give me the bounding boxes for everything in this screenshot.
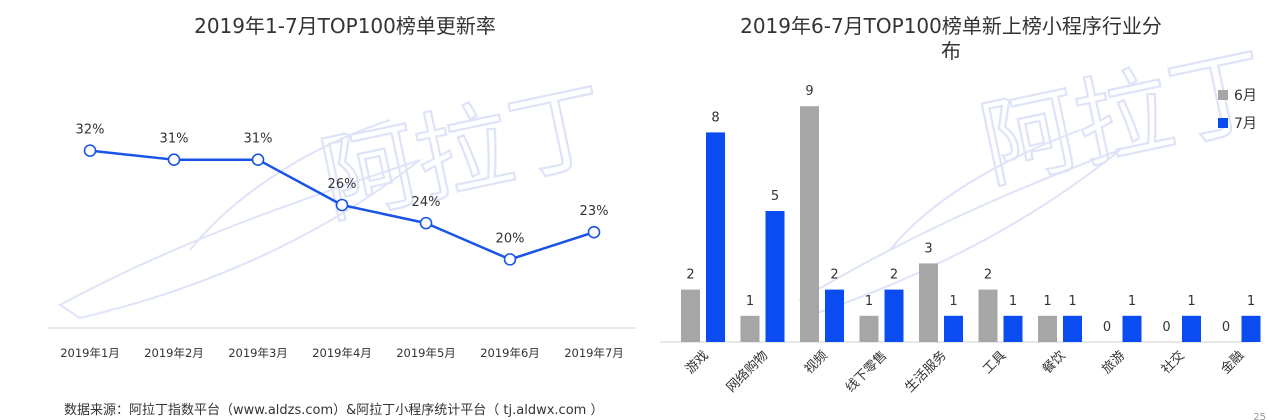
legend-swatch-6 bbox=[1218, 90, 1228, 100]
bar-7 bbox=[1241, 315, 1261, 342]
bar-7 bbox=[1063, 315, 1082, 342]
line-chart: 2019年1-7月TOP100榜单更新率 2019年1月 2019年2月 2019年… bbox=[48, 14, 636, 360]
bar-data-label: 1 bbox=[1009, 294, 1017, 309]
bar-data-label: 3 bbox=[924, 241, 932, 256]
bar-data-label: 2 bbox=[686, 268, 694, 283]
line-x-tick-label: 2019年6月 bbox=[480, 346, 540, 360]
bar-chart-title-line2: 布 bbox=[941, 39, 961, 63]
bar-7 bbox=[944, 315, 963, 342]
line-data-label: 24% bbox=[412, 195, 441, 210]
bar-7 bbox=[1182, 315, 1201, 342]
bar-6 bbox=[800, 106, 819, 342]
bar-chart-title-line1: 2019年6-7月TOP100榜单新上榜小程序行业分 bbox=[740, 14, 1162, 38]
line-point bbox=[419, 216, 433, 230]
bar-data-label: 1 bbox=[1043, 294, 1051, 309]
line-point bbox=[335, 198, 349, 212]
line-data-label: 31% bbox=[244, 132, 273, 147]
bar-category-label: 金融 bbox=[1218, 348, 1248, 378]
line-x-tick-label: 2019年3月 bbox=[228, 346, 288, 360]
bar-data-label: 0 bbox=[1222, 320, 1230, 335]
legend-swatch-7 bbox=[1218, 118, 1228, 128]
bar-7 bbox=[825, 289, 844, 342]
bar-data-label: 2 bbox=[830, 268, 838, 283]
bar-6 bbox=[919, 263, 938, 342]
line-data-label: 23% bbox=[580, 204, 609, 219]
line-point bbox=[251, 153, 265, 166]
legend-label-6: 6月 bbox=[1234, 88, 1257, 104]
bar-7 bbox=[765, 211, 785, 342]
line-chart-title: 2019年1-7月TOP100榜单更新率 bbox=[194, 14, 496, 38]
page-number: 25 bbox=[1253, 412, 1266, 420]
bar-6 bbox=[1038, 315, 1057, 342]
line-data-label: 20% bbox=[496, 231, 525, 246]
bar-data-label: 2 bbox=[984, 268, 992, 283]
bar-category-label: 视频 bbox=[802, 348, 831, 377]
line-data-label: 32% bbox=[76, 123, 105, 138]
line-x-tick-label: 2019年7月 bbox=[564, 346, 624, 360]
line-point bbox=[503, 253, 517, 266]
bar-6 bbox=[978, 289, 998, 342]
line-point bbox=[83, 144, 97, 157]
line-x-tick-label: 2019年5月 bbox=[396, 346, 456, 360]
bar-category-label: 工具 bbox=[980, 348, 1009, 377]
bar-category-label: 线下零售 bbox=[842, 348, 890, 396]
bar-data-label: 0 bbox=[1103, 320, 1111, 335]
line-point bbox=[167, 153, 181, 166]
bar-7 bbox=[706, 132, 725, 342]
bar-data-label: 1 bbox=[1068, 294, 1076, 309]
bar-category-label: 网络购物 bbox=[723, 348, 771, 396]
bar-6 bbox=[681, 289, 700, 342]
bar-data-label: 1 bbox=[746, 294, 754, 309]
svg-text:阿拉丁: 阿拉丁 bbox=[311, 68, 616, 237]
line-point bbox=[587, 225, 601, 239]
bar-data-label: 1 bbox=[865, 294, 873, 309]
bar-data-label: 9 bbox=[805, 84, 813, 99]
bar-data-label: 1 bbox=[1247, 294, 1255, 309]
bar-7 bbox=[884, 289, 904, 342]
line-x-tick-label: 2019年2月 bbox=[144, 346, 204, 360]
line-data-label: 31% bbox=[160, 132, 189, 147]
bar-data-label: 1 bbox=[1128, 294, 1136, 309]
bar-category-label: 游戏 bbox=[683, 348, 712, 377]
bar-data-label: 2 bbox=[890, 268, 898, 283]
legend-label-7: 7月 bbox=[1234, 116, 1257, 132]
bar-7 bbox=[1003, 315, 1023, 342]
bar-category-label: 旅游 bbox=[1099, 348, 1128, 377]
bar-6 bbox=[740, 315, 760, 342]
data-source-note: 数据来源：阿拉丁指数平台（www.aldzs.com）&阿拉丁小程序统计平台（ … bbox=[64, 403, 604, 418]
bar-data-label: 0 bbox=[1162, 320, 1170, 335]
line-data-label: 26% bbox=[328, 177, 357, 192]
bar-chart-legend: 6月 7月 bbox=[1218, 88, 1257, 132]
bar-6 bbox=[859, 315, 879, 342]
bar-category-label: 生活服务 bbox=[902, 348, 950, 396]
svg-text:阿拉丁: 阿拉丁 bbox=[971, 33, 1268, 202]
bar-data-label: 8 bbox=[711, 110, 719, 125]
line-x-tick-label: 2019年1月 bbox=[60, 346, 120, 360]
bar-data-label: 1 bbox=[1187, 294, 1195, 309]
bar-data-label: 1 bbox=[949, 294, 957, 309]
bar-category-label: 餐饮 bbox=[1039, 348, 1069, 378]
bar-data-label: 5 bbox=[771, 189, 779, 204]
line-x-tick-label: 2019年4月 bbox=[312, 346, 372, 360]
watermark-logo: 阿拉丁 阿拉丁 bbox=[58, 32, 1268, 320]
bar-7 bbox=[1122, 315, 1142, 342]
bar-category-label: 社交 bbox=[1158, 348, 1188, 378]
